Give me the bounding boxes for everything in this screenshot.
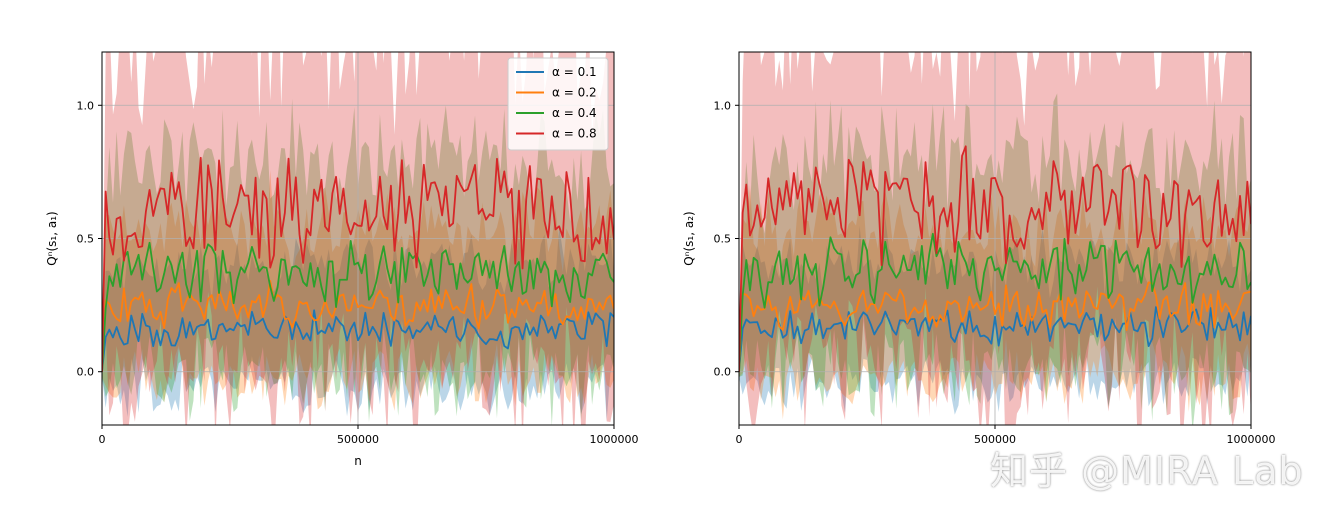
legend-entry-2: α = 0.2	[552, 86, 597, 100]
legend-box	[507, 57, 609, 151]
series-line-0.4	[739, 232, 1251, 372]
y-tick-label: 1.0	[714, 99, 732, 112]
series-line-0.1	[739, 306, 1251, 372]
legend-entry-4: α = 0.8	[552, 127, 597, 141]
series-line-0.8	[739, 145, 1251, 372]
series-line-0.8	[102, 156, 614, 372]
x-tick-label: 500000	[974, 433, 1016, 446]
series-lines	[102, 156, 614, 372]
x-tick-label: 1000000	[1227, 433, 1276, 446]
legend-entry-3: α = 0.4	[552, 106, 597, 120]
y-axis-label: Qⁿ(s₁, a₁)	[45, 211, 59, 265]
y-tick-label: 1.0	[77, 99, 95, 112]
y-tick-label: 0.0	[77, 366, 95, 379]
series-lines	[739, 145, 1251, 372]
y-tick-label: 0.0	[714, 366, 732, 379]
series-line-0.4	[102, 240, 614, 372]
y-tick-label: 0.5	[77, 233, 95, 246]
x-tick-label: 0	[99, 433, 106, 446]
series-line-0.1	[102, 309, 614, 372]
watermark: 知乎 @MIRA Lab	[990, 449, 1304, 493]
series-line-0.2	[102, 279, 614, 372]
chart-panel-2: 0 500000 1000000 0.0 0.5 1.0 Qⁿ(s₁, a₂)	[682, 51, 1276, 446]
x-tick-label: 0	[736, 433, 743, 446]
y-axis-label: Qⁿ(s₁, a₂)	[682, 211, 696, 265]
x-tick-label: 1000000	[590, 433, 639, 446]
series-line-0.2	[739, 281, 1251, 372]
y-tick-label: 0.5	[714, 233, 732, 246]
legend-entry-1: α = 0.1	[552, 65, 597, 79]
chart-panel-1: 0 500000 1000000 0.0 0.5 1.0 n Qⁿ(s₁, a₁) α = 0.…	[45, 51, 639, 468]
x-axis-label: n	[354, 454, 362, 468]
legend: α = 0.1 α = 0.2 α = 0.4 α = 0.8	[507, 57, 609, 151]
x-tick-label: 500000	[337, 433, 379, 446]
